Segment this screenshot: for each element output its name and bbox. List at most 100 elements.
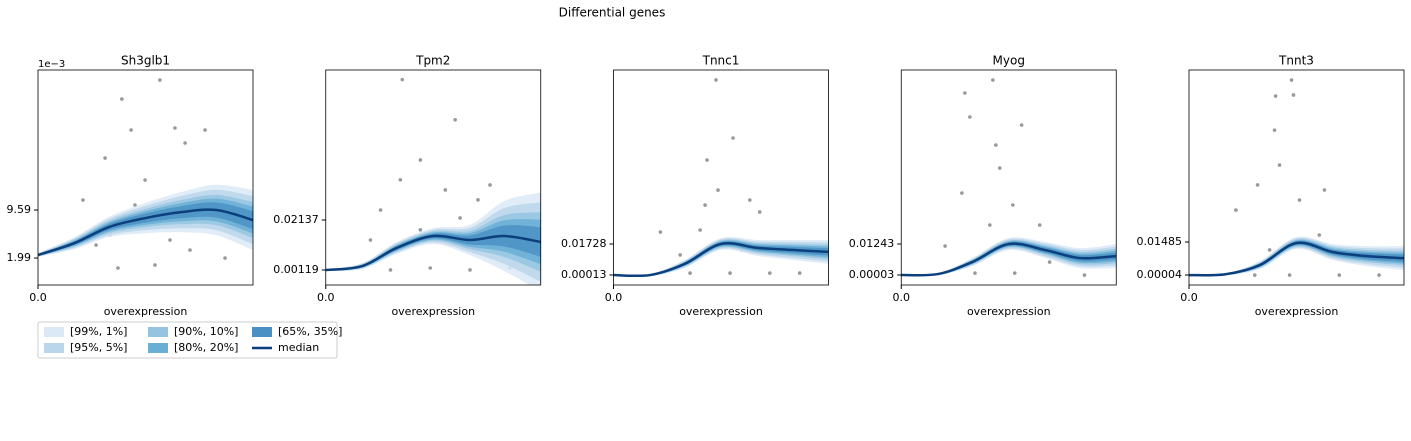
data-point — [716, 188, 720, 192]
quantile-band — [901, 241, 1117, 276]
legend-swatch — [148, 327, 168, 337]
data-point — [988, 223, 992, 227]
legend: [99%, 1%] [95%, 5%] [90%, 10%] [80%, 20%] [6… — [37, 321, 342, 359]
median-line — [901, 242, 1117, 277]
subplot-title: Myog — [993, 54, 1025, 68]
data-point — [1011, 203, 1015, 207]
data-point — [1255, 183, 1260, 187]
data-point — [1082, 273, 1087, 277]
data-point — [703, 203, 707, 207]
legend-label: [99%, 1%] — [70, 325, 127, 338]
legend-swatch — [252, 327, 272, 337]
y-tick-label: 0.02137 — [273, 213, 319, 226]
quantile-band — [38, 202, 253, 256]
data-point — [103, 156, 107, 160]
subplot: Myog overexpression 0.00003 0.01243 0.0 — [849, 54, 1117, 318]
subplot: Sh3glb1 1e−3 overexpression 1.99 9.59 0.0 — [7, 54, 254, 318]
quantile-band — [901, 237, 1117, 276]
legend-label: [90%, 10%] — [174, 325, 238, 338]
plot-frame — [900, 69, 1117, 286]
data-point — [728, 271, 732, 275]
data-point — [388, 268, 393, 272]
data-point — [991, 78, 995, 82]
y-tick-label: 0.01243 — [849, 237, 895, 250]
data-point — [488, 183, 492, 187]
data-point — [468, 268, 472, 272]
data-point — [443, 188, 448, 192]
subplot-title: Tnnt3 — [1278, 54, 1314, 68]
y-tick-label: 0.00003 — [849, 268, 895, 281]
data-point — [158, 78, 162, 82]
data-point — [1273, 94, 1278, 98]
data-point — [731, 136, 735, 140]
data-point — [1337, 273, 1342, 277]
legend-label: [65%, 35%] — [278, 325, 342, 338]
subplot-title: Sh3glb1 — [121, 54, 170, 68]
plot-frame — [1188, 69, 1405, 286]
legend-swatch — [44, 327, 64, 337]
quantile-band — [325, 202, 541, 282]
data-point — [1297, 198, 1302, 202]
data-point — [143, 178, 147, 182]
data-point — [997, 166, 1002, 170]
median-line — [613, 242, 829, 278]
plot-frame — [37, 69, 254, 286]
x-axis-label: overexpression — [679, 305, 763, 318]
data-point — [129, 128, 133, 132]
plot-area — [1189, 78, 1404, 277]
quantile-band — [325, 225, 541, 271]
legend-swatch — [44, 343, 64, 353]
data-point — [168, 238, 172, 242]
x-tick-label: 0.0 — [29, 291, 47, 304]
data-point — [378, 208, 383, 212]
data-point — [757, 210, 762, 214]
data-point — [1047, 260, 1052, 264]
subplot-title: Tnnc1 — [702, 54, 740, 68]
data-point — [973, 271, 977, 275]
y-tick-label: 1.99 — [7, 251, 32, 264]
legend-label: [95%, 5%] — [70, 341, 127, 354]
x-axis-label: overexpression — [391, 305, 475, 318]
data-point — [120, 97, 124, 101]
data-point — [368, 238, 373, 242]
data-point — [994, 143, 998, 147]
data-point — [1291, 93, 1296, 97]
data-point — [428, 266, 433, 270]
data-point — [183, 141, 187, 145]
data-point — [1322, 188, 1327, 192]
data-point — [968, 115, 972, 119]
data-point — [943, 244, 947, 248]
plot-frame — [613, 69, 829, 286]
data-point — [223, 256, 227, 260]
y-tick-label: 0.00119 — [273, 263, 319, 276]
data-point — [418, 158, 423, 162]
data-point — [453, 118, 457, 122]
data-point — [418, 228, 423, 232]
data-point — [698, 228, 702, 232]
plot-frame — [325, 69, 542, 286]
data-point — [1252, 273, 1257, 277]
data-point — [705, 158, 709, 162]
data-point — [748, 198, 752, 202]
data-point — [203, 128, 207, 132]
data-point — [1317, 233, 1322, 237]
data-point — [133, 203, 137, 207]
median-line — [325, 234, 541, 272]
y-tick-label: 0.01728 — [561, 237, 607, 250]
x-axis-label: overexpression — [1255, 305, 1339, 318]
quantile-band — [1189, 240, 1404, 276]
median-line — [1189, 241, 1404, 277]
data-point — [714, 78, 718, 82]
data-point — [1012, 271, 1017, 275]
data-point — [797, 271, 802, 275]
x-axis-label: overexpression — [104, 305, 188, 318]
plot-area — [901, 78, 1117, 277]
legend-label: [80%, 20%] — [174, 341, 238, 354]
data-point — [768, 271, 772, 275]
data-point — [963, 91, 967, 95]
data-point — [688, 271, 692, 275]
data-point — [658, 230, 663, 234]
plot-area — [613, 78, 829, 278]
data-point — [458, 216, 462, 220]
